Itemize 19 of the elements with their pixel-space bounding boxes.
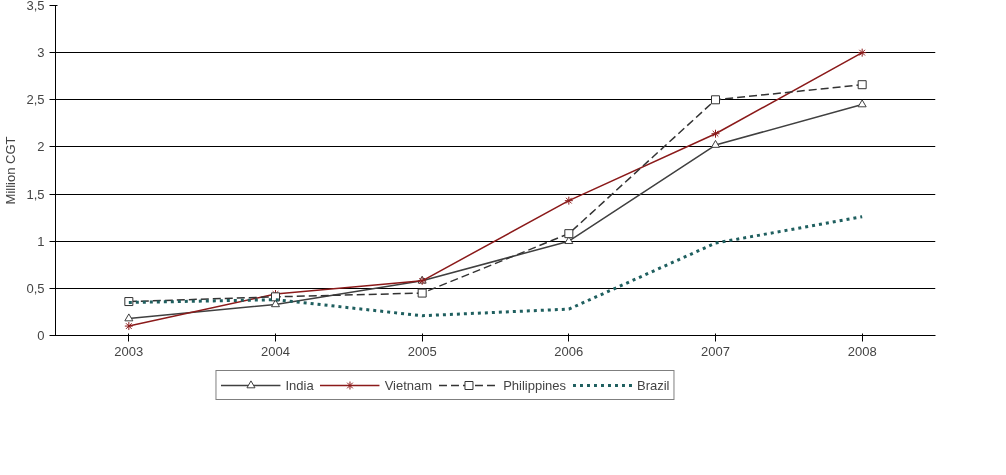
legend-label: India [285,377,314,393]
legend-label: Brazil [637,377,670,393]
x-tick-label: 2003 [114,343,144,359]
y-tick-label: 0,5 [26,280,45,296]
y-tick-label: 3 [37,45,45,61]
x-tick-label: 2005 [407,343,437,359]
x-tick-label: 2006 [554,343,584,359]
y-tick-label: 0 [37,328,45,343]
y-tick-label: 1,5 [26,186,45,202]
y-tick-label: 1 [37,233,45,249]
y-tick-label: 3,5 [26,0,45,13]
y-axis-title: Million CGT [3,136,19,205]
legend-label: Vietnam [384,377,433,393]
y-tick-label: 2,5 [26,92,45,108]
y-tick-label: 2 [37,139,45,155]
x-tick-label: 2004 [261,343,290,359]
legend-label: Philippines [503,377,566,393]
x-tick-label: 2007 [701,343,730,359]
x-tick-label: 2008 [847,343,877,359]
